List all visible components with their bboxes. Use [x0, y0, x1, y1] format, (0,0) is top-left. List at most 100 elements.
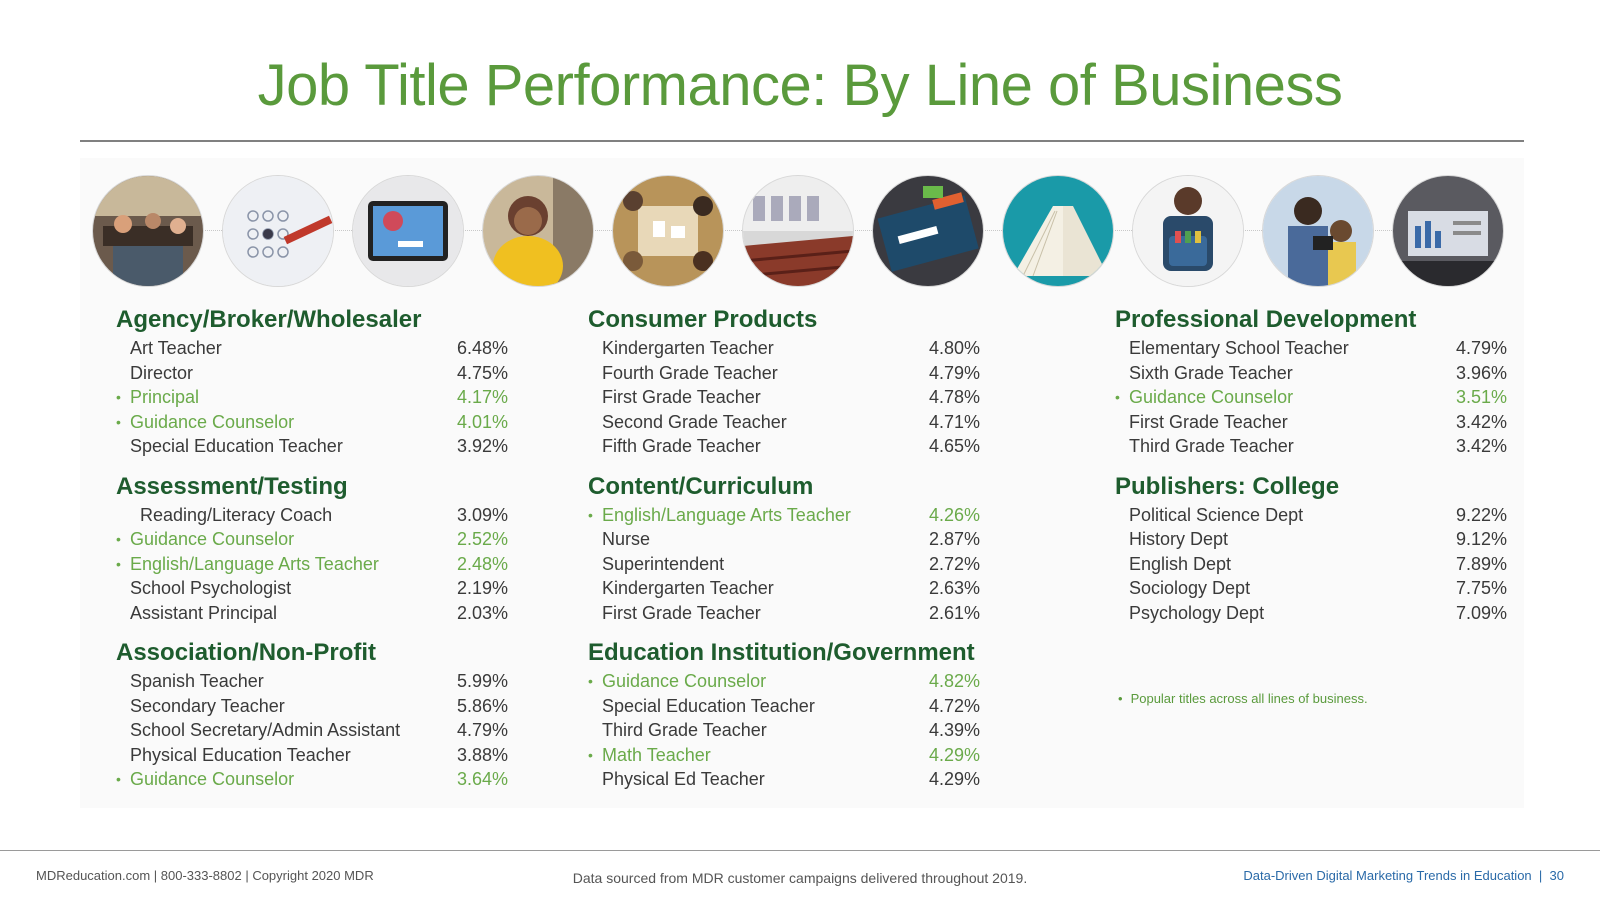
job-title: Physical Education Teacher — [130, 744, 351, 765]
footer-deck-info: Data-Driven Digital Marketing Trends in … — [1243, 868, 1564, 883]
job-title: School Secretary/Admin Assistant — [130, 720, 401, 740]
list-item-popular: • Guidance Counselor 2.52% — [116, 527, 508, 552]
section-heading: Association/Non-Profit — [116, 639, 377, 666]
laptop-marketing-photo — [872, 175, 984, 287]
list-item: Art Teacher 6.48% — [116, 336, 508, 361]
popular-bullet-icon: • — [1118, 691, 1123, 706]
job-rate: 2.48% — [456, 553, 508, 574]
popular-bullet-icon: • — [116, 555, 121, 572]
section-heading: Assessment/Testing — [116, 472, 348, 500]
job-rate: 3.09% — [456, 504, 508, 525]
lecture-hall-photo — [742, 175, 854, 287]
popular-bullet-icon: • — [116, 531, 121, 547]
job-rate: 3.42% — [1455, 411, 1507, 432]
list-item: Director 4.75% — [116, 361, 508, 386]
list-item: First Grade Teacher 4.78% — [588, 385, 980, 410]
popular-bullet-icon: • — [588, 746, 593, 763]
job-rate: 5.99% — [456, 671, 508, 691]
section-association: Association/Non-Profit Spanish Teacher 5.… — [116, 637, 508, 792]
list-item: Political Science Dept 9.22% — [1115, 503, 1507, 528]
job-title: Guidance Counselor — [602, 671, 767, 691]
list-item-popular: • Guidance Counselor 4.01% — [116, 410, 508, 435]
job-title: Spanish Teacher — [130, 671, 264, 691]
column-middle: Consumer Products Kindergarten Teacher 4.… — [588, 304, 980, 792]
tablet-email-photo — [352, 175, 464, 287]
job-title: Sociology Dept — [1129, 578, 1251, 598]
list-item: Psychology Dept 7.09% — [1115, 601, 1507, 626]
job-rate: 4.65% — [928, 436, 980, 456]
section-heading: Content/Curriculum — [588, 472, 814, 500]
list-item: History Dept 9.12% — [1115, 527, 1507, 552]
list-item: Physical Ed Teacher 4.29% — [588, 767, 980, 792]
job-title: Art Teacher — [130, 338, 222, 358]
section-agency: Agency/Broker/Wholesaler Art Teacher 6.48… — [116, 304, 508, 459]
job-title: Guidance Counselor — [130, 411, 295, 432]
job-rate: 3.96% — [1455, 362, 1507, 383]
student-backpack-photo — [1132, 175, 1244, 287]
footer-contact: MDReducation.com | 800-333-8802 | Copyri… — [36, 868, 374, 883]
job-rate: 2.72% — [928, 553, 980, 574]
section-assessment: Assessment/Testing Reading/Literacy Coac… — [116, 471, 508, 626]
job-title: Reading/Literacy Coach — [140, 504, 333, 525]
job-title: Elementary School Teacher — [1129, 338, 1349, 358]
list-item: Kindergarten Teacher 4.80% — [588, 336, 980, 361]
job-title: Political Science Dept — [1129, 504, 1304, 525]
job-title: Principal — [130, 387, 200, 407]
father-child-tablet-photo — [1262, 175, 1374, 287]
job-rate: 7.09% — [1455, 602, 1507, 623]
list-item: School Psychologist 2.19% — [116, 576, 508, 601]
list-item: Sixth Grade Teacher 3.96% — [1115, 361, 1507, 386]
job-rate: 3.51% — [1455, 387, 1507, 407]
job-title: English Dept — [1129, 553, 1232, 574]
job-title: Fifth Grade Teacher — [602, 436, 761, 456]
job-rate: 4.79% — [928, 362, 980, 383]
list-item: Sociology Dept 7.75% — [1115, 576, 1507, 601]
section-heading: Agency/Broker/Wholesaler — [116, 306, 422, 333]
job-title: Director — [130, 362, 194, 383]
list-item: Nurse 2.87% — [588, 527, 980, 552]
section-publishers-college: Publishers: College Political Science De… — [1115, 471, 1507, 626]
list-item: Third Grade Teacher 3.42% — [1115, 434, 1507, 459]
job-title: Psychology Dept — [1129, 602, 1265, 623]
job-title: English/Language Arts Teacher — [130, 553, 379, 574]
list-item: Superintendent 2.72% — [588, 552, 980, 577]
job-rate: 2.19% — [456, 578, 508, 598]
popular-bullet-icon: • — [588, 673, 593, 689]
list-item: Kindergarten Teacher 2.63% — [588, 576, 980, 601]
job-title: Third Grade Teacher — [1129, 436, 1294, 456]
deck-title-link[interactable]: Data-Driven Digital Marketing Trends in … — [1243, 868, 1532, 883]
list-item: Third Grade Teacher 4.39% — [588, 718, 980, 743]
list-item-popular: • Guidance Counselor 4.82% — [588, 669, 980, 694]
legend-note: • Popular titles across all lines of busi… — [1118, 691, 1368, 706]
job-title: First Grade Teacher — [602, 602, 761, 623]
list-item: First Grade Teacher 3.42% — [1115, 410, 1507, 435]
section-heading: Professional Development — [1115, 306, 1417, 333]
job-title: First Grade Teacher — [1129, 411, 1288, 432]
job-rate: 4.29% — [928, 769, 980, 789]
smiling-woman-photo — [482, 175, 594, 287]
footer-divider — [0, 850, 1600, 851]
job-title: Physical Ed Teacher — [602, 769, 765, 789]
popular-bullet-icon: • — [116, 413, 121, 430]
job-rate: 4.39% — [928, 720, 980, 740]
job-title: School Psychologist — [130, 578, 292, 598]
job-title: English/Language Arts Teacher — [602, 504, 851, 525]
column-right: Professional Development Elementary Scho… — [1115, 304, 1507, 625]
job-rate: 7.75% — [1455, 578, 1507, 598]
students-table-photo — [612, 175, 724, 287]
list-item-popular: • Math Teacher 4.29% — [588, 743, 980, 768]
job-title: Guidance Counselor — [130, 769, 295, 789]
section-heading: Publishers: College — [1115, 472, 1340, 500]
list-item: Special Education Teacher 3.92% — [116, 434, 508, 459]
job-rate: 5.86% — [456, 695, 508, 716]
job-title: Special Education Teacher — [602, 695, 815, 716]
job-title: History Dept — [1129, 529, 1229, 549]
legend-text: Popular titles across all lines of busin… — [1130, 691, 1368, 706]
list-item-popular: • Guidance Counselor 3.51% — [1115, 385, 1507, 410]
list-item: Special Education Teacher 4.72% — [588, 694, 980, 719]
list-item: Physical Education Teacher 3.88% — [116, 743, 508, 768]
list-item: First Grade Teacher 2.61% — [588, 601, 980, 626]
job-rate: 2.63% — [928, 578, 980, 598]
popular-bullet-icon: • — [588, 506, 593, 523]
job-rate: 4.01% — [456, 411, 508, 432]
